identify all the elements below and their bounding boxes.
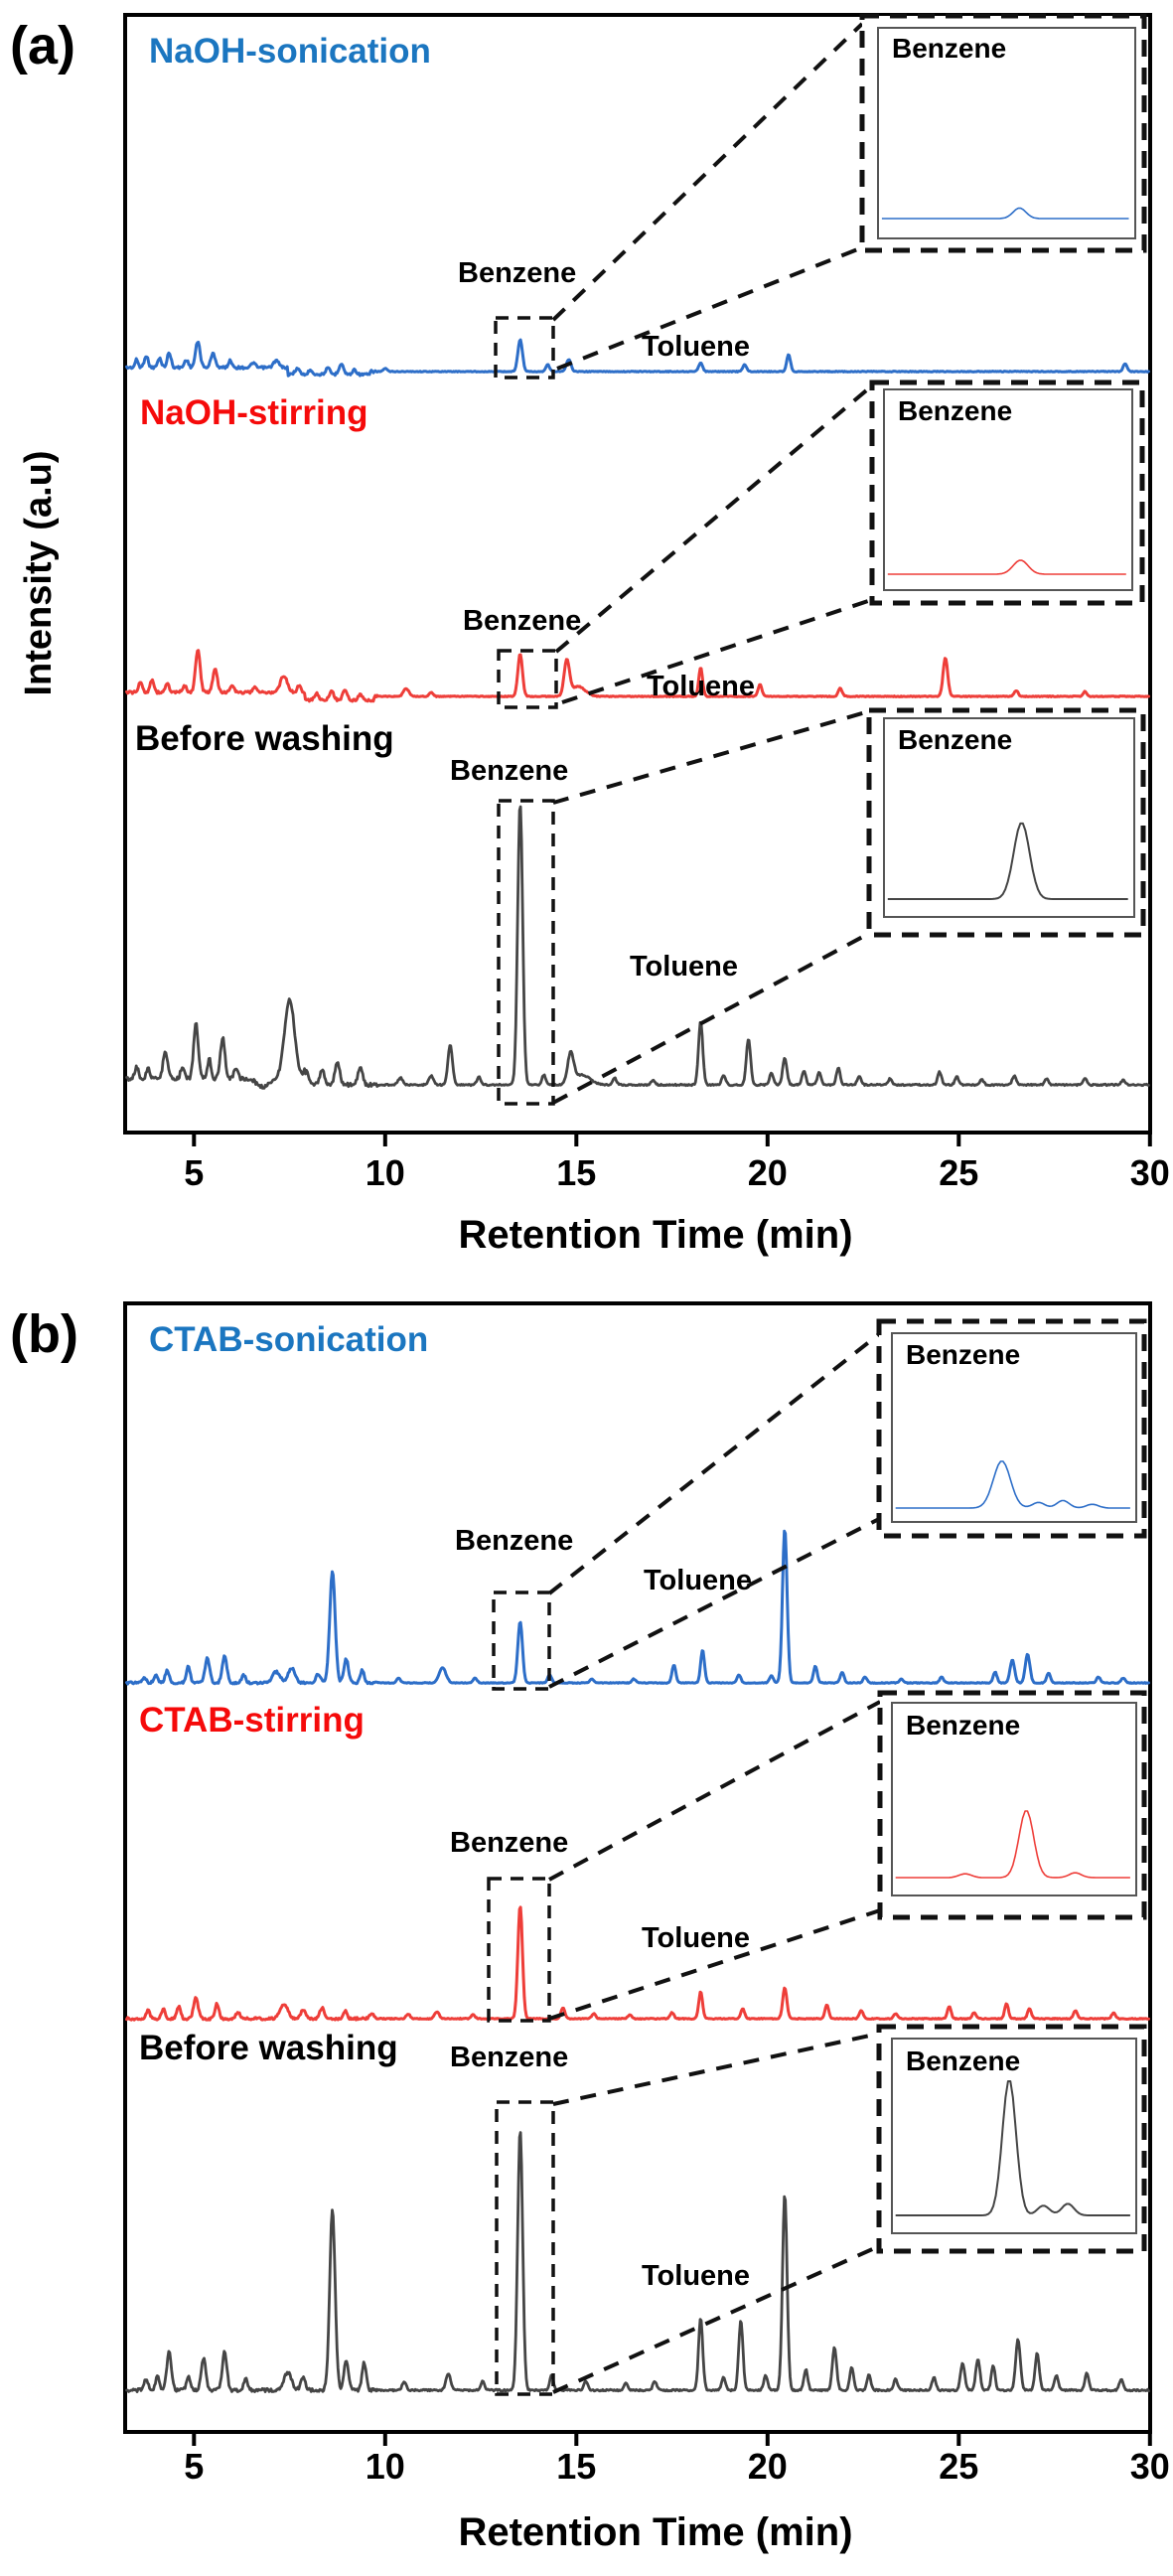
benzene-peak-label: Benzene	[450, 1827, 569, 1859]
benzene-peak-label: Benzene	[463, 605, 582, 637]
x-tick-label: 30	[1129, 1152, 1170, 1193]
toluene-peak-label: Toluene	[644, 1565, 753, 1596]
inset-benzene-title: Benzene	[906, 2046, 1021, 2076]
trace-name-label: Before washing	[135, 719, 394, 758]
x-tick-label: 5	[184, 1152, 205, 1193]
panel-tag: (a)	[10, 16, 75, 76]
toluene-peak-label: Toluene	[642, 331, 751, 363]
benzene-peak-label: Benzene	[455, 1525, 574, 1557]
x-tick-label: 25	[939, 2446, 979, 2487]
x-tick-label: 20	[747, 1152, 788, 1193]
x-axis-title: Retention Time (min)	[458, 2510, 853, 2554]
x-tick-label: 5	[184, 2446, 205, 2487]
toluene-peak-label: Toluene	[642, 2260, 751, 2292]
inset-benzene-title: Benzene	[906, 1339, 1021, 1370]
toluene-peak-label: Toluene	[642, 1922, 751, 1954]
trace-name-label: Before washing	[139, 2029, 398, 2067]
trace-name-label: NaOH-stirring	[140, 393, 368, 432]
trace-name-label: NaOH-sonication	[149, 32, 431, 71]
toluene-peak-label: Toluene	[647, 671, 756, 702]
inset-benzene-title: Benzene	[898, 395, 1013, 426]
x-tick-label: 25	[939, 1152, 979, 1193]
x-tick-label: 10	[365, 1152, 405, 1193]
inset-benzene-title: Benzene	[906, 1710, 1021, 1741]
x-tick-label: 10	[365, 2446, 405, 2487]
x-tick-label: 15	[556, 1152, 597, 1193]
x-tick-label: 30	[1129, 2446, 1170, 2487]
trace-name-label: CTAB-sonication	[149, 1320, 429, 1359]
y-axis-title: Intensity (a.u)	[18, 450, 61, 696]
x-tick-label: 20	[747, 2446, 788, 2487]
benzene-peak-label: Benzene	[450, 755, 569, 787]
inset-benzene-title: Benzene	[898, 724, 1013, 755]
benzene-peak-label: Benzene	[450, 2042, 569, 2073]
x-tick-label: 15	[556, 2446, 597, 2487]
inset-benzene-title: Benzene	[892, 33, 1007, 64]
trace-name-label: CTAB-stirring	[139, 1701, 365, 1740]
x-axis-title: Retention Time (min)	[458, 1213, 853, 1257]
panel-tag: (b)	[10, 1304, 78, 1364]
benzene-peak-label: Benzene	[458, 257, 577, 289]
toluene-peak-label: Toluene	[630, 951, 739, 983]
